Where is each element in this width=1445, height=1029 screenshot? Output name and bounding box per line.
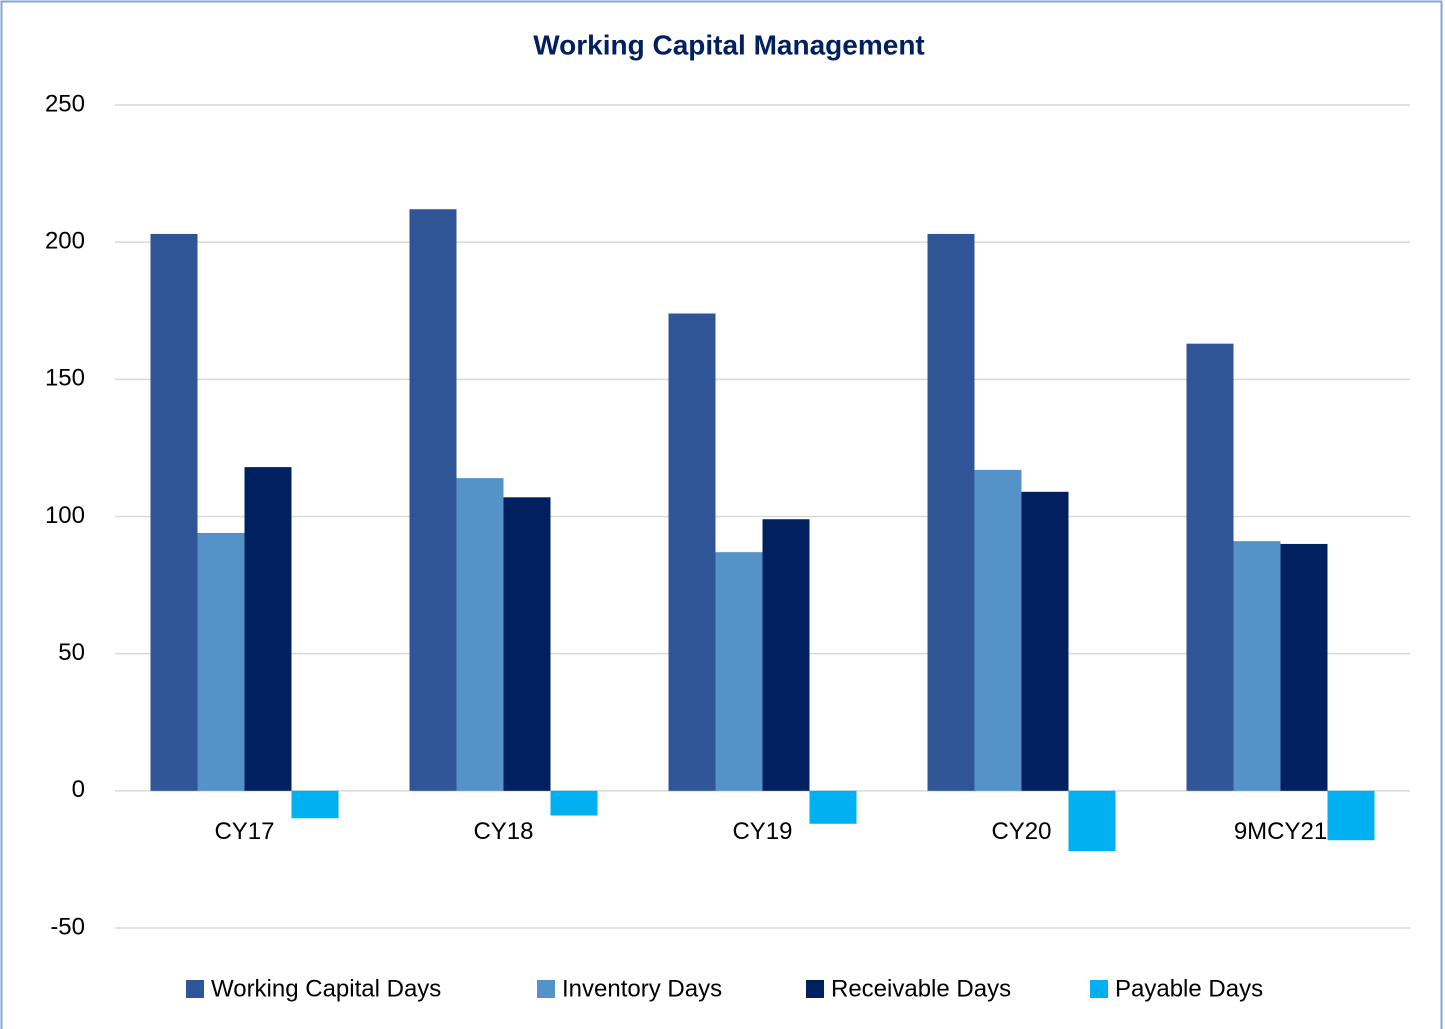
bar xyxy=(1068,790,1116,852)
bar xyxy=(927,233,975,791)
y-tick-label: 200 xyxy=(45,228,85,255)
bar xyxy=(762,519,810,791)
bar xyxy=(974,469,1022,791)
y-tick-label: 0 xyxy=(72,776,85,803)
x-tick-label: CY17 xyxy=(214,818,274,845)
legend-label: Payable Days xyxy=(1115,975,1263,1002)
bar xyxy=(244,467,292,791)
legend-label: Working Capital Days xyxy=(211,975,441,1002)
bar xyxy=(1327,790,1375,841)
x-tick-label: 9MCY21 xyxy=(1234,818,1327,845)
bar xyxy=(291,790,339,819)
bar xyxy=(1021,491,1069,791)
y-tick-label: 100 xyxy=(45,502,85,529)
y-tick-label: 250 xyxy=(45,90,85,117)
bar xyxy=(550,790,598,816)
legend-swatch xyxy=(537,980,555,998)
bar xyxy=(503,497,551,791)
bar xyxy=(197,532,245,791)
legend-swatch xyxy=(186,980,204,998)
y-tick-label: 50 xyxy=(58,639,85,666)
legend-swatch xyxy=(1090,980,1108,998)
bar xyxy=(1186,343,1234,791)
bar xyxy=(409,209,457,791)
chart-title: Working Capital Management xyxy=(533,29,925,60)
bar xyxy=(668,313,716,791)
bar xyxy=(1233,541,1281,791)
bar xyxy=(1280,543,1328,791)
bar xyxy=(150,233,198,791)
legend-label: Inventory Days xyxy=(562,975,722,1002)
x-tick-label: CY20 xyxy=(991,818,1051,845)
legend-label: Receivable Days xyxy=(831,975,1011,1002)
legend-swatch xyxy=(806,980,824,998)
bar xyxy=(715,552,763,791)
x-tick-label: CY19 xyxy=(732,818,792,845)
bar xyxy=(809,790,857,824)
bar xyxy=(456,478,504,791)
y-tick-label: 150 xyxy=(45,365,85,392)
y-tick-label: -50 xyxy=(50,913,85,940)
x-tick-label: CY18 xyxy=(473,818,533,845)
